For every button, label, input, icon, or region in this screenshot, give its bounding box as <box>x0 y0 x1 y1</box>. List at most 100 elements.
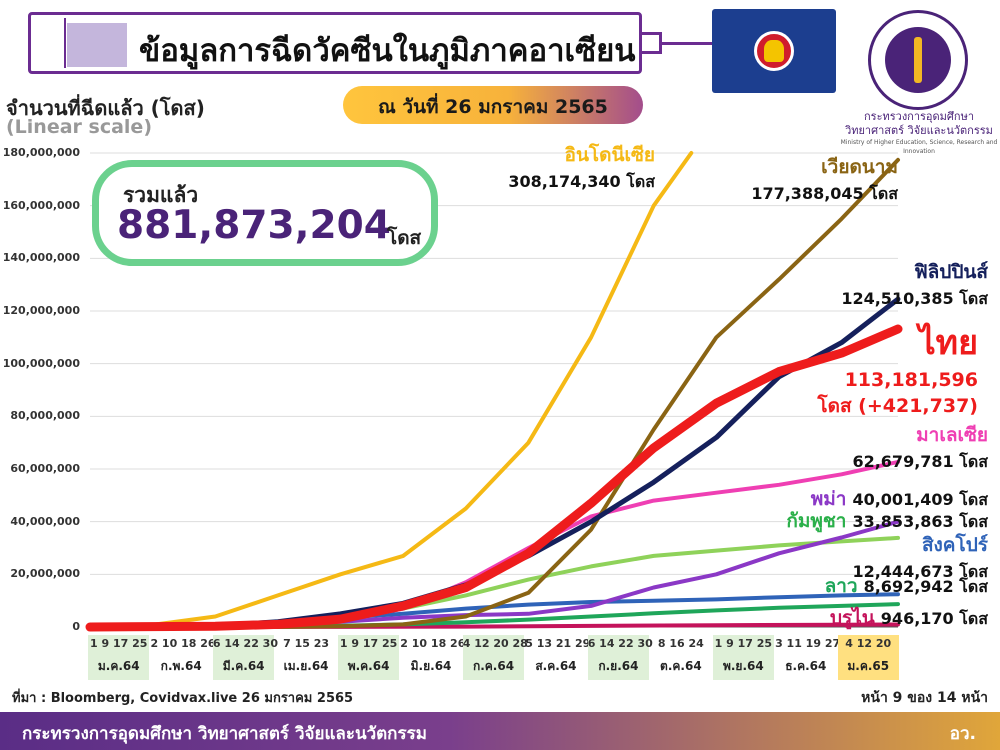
footer-abbr: อว. <box>949 724 976 744</box>
series-name: อินโดนีเซีย <box>564 144 655 166</box>
series-label-brunei: บรูไน 946,170 โดส <box>830 603 988 633</box>
x-day-ticks: 2 10 18 26 <box>400 637 466 650</box>
x-month-label: พ.ย.64 <box>722 659 764 673</box>
syringe-fill <box>67 23 127 67</box>
series-label-indonesia: อินโดนีเซีย 308,174,340 โดส <box>508 140 655 195</box>
series-label-laos: ลาว 8,692,942 โดส <box>825 571 988 601</box>
y-tick-label: 100,000,000 <box>2 356 80 370</box>
x-day-ticks: 6 14 22 30 <box>587 637 653 650</box>
x-month-label: ก.ค.64 <box>472 659 515 673</box>
series-label-myanmar: พม่า 40,001,409 โดส <box>811 484 988 514</box>
series-value: 62,679,781 โดส <box>852 452 988 471</box>
y-tick-label: 20,000,000 <box>10 567 80 581</box>
series-value: 33,853,863 โดส <box>852 512 988 531</box>
source-note: ที่มา : Bloomberg, Covidvax.live 26 มกรา… <box>12 691 354 706</box>
syringe-tip <box>642 32 662 54</box>
x-day-ticks: 1 9 17 25 <box>714 637 773 650</box>
syringe-body: ข้อมูลการฉีดวัคซีนในภูมิภาคอาเซียน <box>28 12 642 74</box>
x-month-group: 7 15 23 เม.ย.64 <box>275 635 336 680</box>
series-label-philippines: ฟิลิปปินส์ 124,510,385 โดส <box>841 257 988 312</box>
x-month-group: 5 13 21 29 ส.ค.64 <box>525 635 591 680</box>
footer-ministry: กระทรวงการอุดมศึกษา วิทยาศาสตร์ วิจัยและ… <box>22 724 427 744</box>
x-month-label: ต.ค.64 <box>660 659 702 673</box>
y-scale-label: (Linear scale) <box>6 116 152 138</box>
series-name: มาเลเซีย <box>916 424 988 446</box>
x-month-group: 6 14 22 30 ก.ย.64 <box>587 635 653 680</box>
series-extra: โดส (+421,737) <box>817 395 978 417</box>
x-month-label: ก.ย.64 <box>598 659 639 673</box>
syringe-needle <box>662 42 712 45</box>
series-line-philippines <box>87 296 901 630</box>
series-name: พม่า <box>810 488 847 510</box>
y-tick-label: 80,000,000 <box>10 409 80 423</box>
y-tick-label: 160,000,000 <box>2 198 80 212</box>
ministry-name-th-1: กระทรวงการอุดมศึกษา <box>864 110 974 123</box>
x-month-label: เม.ย.64 <box>283 659 329 673</box>
x-month-label: พ.ค.64 <box>347 659 390 673</box>
x-month-group: 3 11 19 27 ธ.ค.64 <box>775 635 841 680</box>
x-day-ticks: 1 9 17 25 <box>339 637 398 650</box>
series-value: 308,174,340 โดส <box>508 172 655 191</box>
x-month-group: 1 9 17 25 พ.ค.64 <box>337 635 400 680</box>
x-month-group: 4 12 20 28 ก.ค.64 <box>462 635 528 680</box>
series-value: 946,170 โดส <box>880 609 988 628</box>
series-value: 124,510,385 โดส <box>841 289 988 308</box>
syringe-plunger <box>34 18 66 68</box>
x-month-group: 1 9 17 25 พ.ย.64 <box>712 635 775 680</box>
date-text: ณ วันที่ 26 มกราคม 2565 <box>378 96 608 118</box>
x-month-group: 2 10 18 26 มิ.ย.64 <box>400 635 466 680</box>
series-line-vietnam <box>88 157 900 629</box>
ministry-name-th-2: วิทยาศาสตร์ วิจัยและนวัตกรรม <box>845 124 993 137</box>
series-line-indonesia <box>88 151 694 629</box>
x-axis: 1 9 17 25 ม.ค.64 2 10 18 26 ก.พ.64 6 14 22 3… <box>88 635 900 680</box>
page-title: ข้อมูลการฉีดวัคซีนในภูมิภาคอาเซียน <box>139 33 636 69</box>
date-badge: ณ วันที่ 26 มกราคม 2565 <box>343 86 643 124</box>
series-name: เวียดนาม <box>821 156 898 178</box>
y-tick-label: 40,000,000 <box>10 514 80 528</box>
series-name: ฟิลิปปินส์ <box>914 261 988 283</box>
series-label-malaysia: มาเลเซีย 62,679,781 โดส <box>852 420 988 475</box>
series-value: 12,444,673 โดส <box>852 562 988 581</box>
footer-bar: กระทรวงการอุดมศึกษา วิทยาศาสตร์ วิจัยและ… <box>0 712 1000 750</box>
x-month-label: มี.ค.64 <box>222 659 265 673</box>
ministry-name: กระทรวงการอุดมศึกษา วิทยาศาสตร์ วิจัยและ… <box>838 110 1000 156</box>
total-doses-box: รวมแล้ว 881,873,204 โดส <box>92 160 438 266</box>
x-day-ticks: 2 10 18 26 <box>150 637 216 650</box>
ministry-logo-icon <box>868 10 968 110</box>
x-month-label: ส.ค.64 <box>535 659 577 673</box>
series-value: 113,181,596 <box>844 369 978 391</box>
total-value: 881,873,204 <box>117 203 391 248</box>
series-name: ไทย <box>918 323 978 363</box>
x-day-ticks: 4 12 20 <box>845 637 892 650</box>
x-day-ticks: 3 11 19 27 <box>775 637 841 650</box>
series-value: 40,001,409 โดส <box>852 490 988 509</box>
y-tick-label: 140,000,000 <box>2 251 80 265</box>
x-day-ticks: 1 9 17 25 <box>90 637 148 650</box>
series-label-cambodia: กัมพูชา 33,853,863 โดส <box>786 506 988 536</box>
series-value: 177,388,045 โดส <box>751 184 898 203</box>
x-month-group: 6 14 22 30 มี.ค.64 <box>212 635 278 680</box>
x-month-label: ม.ค.65 <box>847 659 890 673</box>
x-month-group: 1 9 17 25 ม.ค.64 <box>88 635 150 680</box>
x-day-ticks: 8 16 24 <box>657 637 704 650</box>
x-month-group: 2 10 18 26 ก.พ.64 <box>150 635 216 680</box>
x-month-label: ม.ค.64 <box>97 659 140 673</box>
page-number: หน้า 9 ของ 14 หน้า <box>861 690 988 706</box>
ministry-name-en: Ministry of Higher Education, Science, R… <box>840 139 998 155</box>
series-label-vietnam: เวียดนาม 177,388,045 โดส <box>751 152 898 207</box>
x-month-label: ก.พ.64 <box>160 659 202 673</box>
x-day-ticks: 4 12 20 28 <box>462 637 528 650</box>
series-name: บรูไน <box>829 607 875 629</box>
asean-flag-icon <box>712 9 836 93</box>
series-label-singapore: สิงคโปร์ 12,444,673 โดส <box>852 530 988 585</box>
series-name: ลาว <box>824 575 858 597</box>
series-value: 8,692,942 โดส <box>863 577 988 596</box>
series-name: สิงคโปร์ <box>921 534 988 556</box>
x-day-ticks: 7 15 23 <box>283 637 330 650</box>
x-day-ticks: 5 13 21 29 <box>525 637 591 650</box>
total-label: รวมแล้ว <box>123 183 199 207</box>
x-month-label: ธ.ค.64 <box>785 659 827 673</box>
series-label-thailand: ไทย 113,181,596 โดส (+421,737) <box>817 315 978 421</box>
total-unit: โดส <box>387 227 422 249</box>
